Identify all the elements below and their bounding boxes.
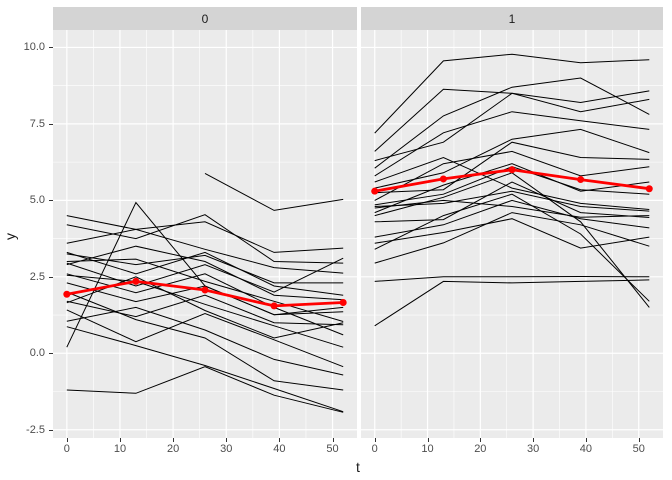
mean-point — [508, 166, 516, 174]
facet-strip-1-label: 1 — [508, 11, 516, 26]
facet-strip-0: 0 — [53, 7, 357, 30]
facet-strip-1: 1 — [361, 7, 663, 30]
x-tick-mark — [332, 438, 334, 442]
subject-line — [374, 150, 650, 201]
subject-line — [374, 279, 650, 327]
mean-point — [270, 302, 278, 310]
subject-line — [66, 228, 344, 274]
subject-line — [374, 156, 650, 210]
subject-line — [374, 212, 650, 264]
mean-point — [132, 277, 140, 285]
mean-point — [645, 185, 653, 193]
x-tick-mark — [585, 438, 587, 442]
y-tick-mark — [49, 276, 53, 278]
mean-point — [63, 290, 71, 298]
x-tick-mark — [427, 438, 429, 442]
y-tick-mark — [49, 47, 53, 49]
x-tick-mark — [374, 438, 376, 442]
x-tick-mark — [226, 438, 228, 442]
x-tick-label: 30 — [526, 443, 540, 455]
y-tick-label: 10.0 — [23, 41, 45, 54]
x-axis-title: t — [356, 459, 360, 475]
x-tick-mark — [279, 438, 281, 442]
subject-line — [374, 275, 650, 282]
panel-0-canvas — [53, 30, 357, 438]
subject-line — [374, 77, 650, 169]
x-tick-label: 50 — [326, 443, 339, 455]
mean-point — [201, 286, 209, 294]
mean-point — [439, 175, 447, 183]
mean-point — [371, 187, 379, 195]
subject-line — [374, 172, 650, 308]
subject-line — [66, 366, 344, 413]
x-tick-label: 40 — [579, 443, 593, 455]
x-tick-label: 10 — [113, 443, 127, 455]
x-tick-mark — [638, 438, 640, 442]
subject-line — [66, 251, 344, 296]
x-tick-mark — [119, 438, 121, 442]
subject-line — [66, 215, 344, 253]
x-tick-label: 40 — [273, 443, 286, 455]
subject-line — [66, 282, 344, 316]
subject-line — [66, 306, 344, 376]
x-tick-label: 20 — [474, 443, 487, 455]
mean-point — [339, 299, 347, 307]
y-tick-label: 7.5 — [29, 117, 45, 130]
x-tick-mark — [66, 438, 68, 442]
subject-line — [374, 128, 650, 189]
plot-panel-0 — [53, 30, 357, 438]
x-tick-label: 0 — [63, 443, 70, 455]
y-tick-mark — [49, 200, 53, 202]
subject-line — [374, 181, 650, 223]
panel-1-canvas — [361, 30, 663, 438]
x-tick-mark — [533, 438, 535, 442]
x-tick-label: 0 — [371, 443, 378, 455]
subject-line — [374, 199, 650, 238]
y-tick-mark — [49, 353, 53, 355]
subject-line — [374, 218, 650, 249]
facet-strip-0-label: 0 — [201, 11, 209, 26]
subject-line — [66, 258, 344, 322]
y-tick-label: 0.0 — [29, 347, 45, 360]
x-tick-label: 20 — [166, 443, 180, 455]
x-tick-label: 10 — [421, 443, 434, 455]
x-tick-mark — [480, 438, 482, 442]
subject-line — [374, 193, 650, 302]
subject-line — [374, 163, 650, 214]
subject-line — [66, 257, 344, 293]
y-tick-mark — [49, 123, 53, 125]
subject-line — [374, 92, 650, 162]
subject-line — [374, 53, 650, 134]
y-tick-label: -2.5 — [26, 423, 45, 436]
y-axis-title: y — [2, 233, 18, 240]
subject-line — [374, 111, 650, 177]
subject-line — [66, 309, 344, 368]
subject-line — [66, 291, 344, 391]
x-tick-label: 30 — [220, 443, 233, 455]
y-tick-mark — [49, 429, 53, 431]
y-tick-label: 2.5 — [29, 270, 45, 283]
subject-line — [204, 172, 344, 211]
x-tick-mark — [173, 438, 175, 442]
subject-line — [374, 190, 650, 212]
subject-line — [66, 326, 344, 413]
subject-line — [66, 253, 344, 284]
subject-line — [66, 245, 344, 301]
plot-panel-1 — [361, 30, 663, 438]
y-tick-label: 5.0 — [29, 194, 45, 207]
subject-line — [374, 141, 650, 194]
mean-point — [577, 176, 585, 184]
x-tick-label: 50 — [632, 443, 645, 455]
